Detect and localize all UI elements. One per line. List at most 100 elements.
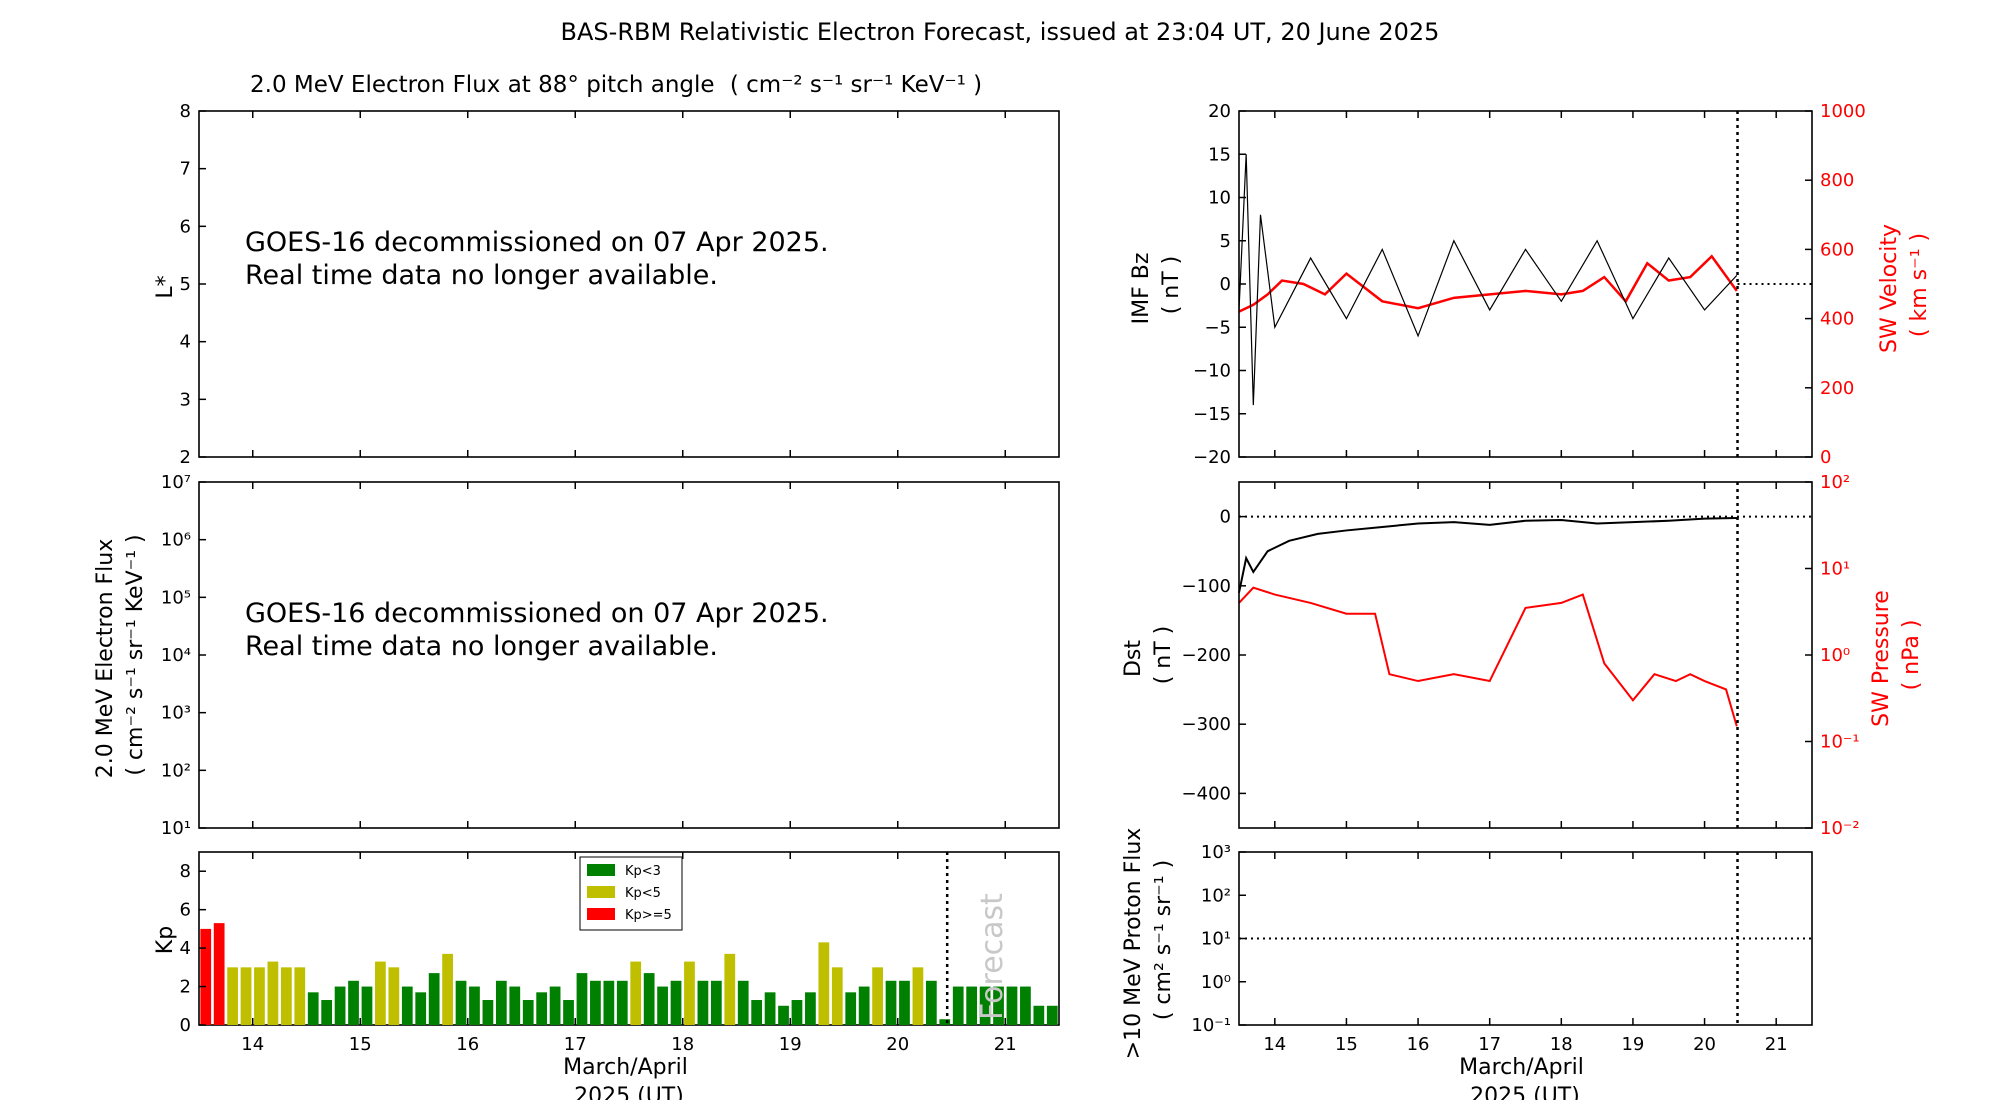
- kp-bar: [643, 973, 655, 1025]
- y-tick-label: −15: [1193, 404, 1231, 425]
- y-tick-label: 4: [180, 332, 191, 353]
- dst-ylabel2-line2: ( nPa ): [1899, 620, 1924, 691]
- figure-title: BAS-RBM Relativistic Electron Forecast, …: [561, 18, 1440, 46]
- flux-panel: 10¹ 10² 10³ 10⁴ 10⁵ 10⁶ 10⁷ 2.0 MeV Electron F…: [93, 472, 1060, 839]
- kp-bar: [764, 992, 776, 1025]
- kp-bar: [388, 967, 400, 1025]
- imf-ylabel-line2: ( nT ): [1159, 256, 1184, 315]
- kp-bar: [1020, 986, 1031, 1025]
- flux-ylabel-line2: ( cm⁻² s⁻¹ sr⁻¹ KeV⁻¹ ): [123, 534, 148, 775]
- kp-bar: [724, 953, 736, 1025]
- kp-bar: [993, 986, 1004, 1025]
- kp-bar: [1046, 1005, 1058, 1025]
- x-tick-label: 17: [564, 1034, 587, 1055]
- kp-bar: [939, 1019, 951, 1025]
- left-xlabel-line2: 2025 (UT): [574, 1084, 684, 1100]
- y-tick-label: 200: [1820, 378, 1854, 399]
- lstar-title-main: 2.0 MeV Electron Flux at 88° pitch angle: [250, 72, 715, 98]
- y-tick-label: −5: [1204, 317, 1231, 338]
- x-tick-label: 15: [1335, 1034, 1358, 1055]
- y-tick-label: 2: [180, 977, 191, 998]
- dst-ylabel2: SW Pressure ( nPa ): [1869, 583, 1924, 727]
- kp-bar: [334, 986, 346, 1025]
- proton-panel: 10⁻¹ 10⁰ 10¹ 10² 10³ 14 15 16 17 18 19 20 21 >10 Me…: [1121, 828, 1813, 1100]
- x-tick-label: 17: [1478, 1034, 1501, 1055]
- y-tick-label: 10¹: [1201, 929, 1231, 950]
- imf-ylabel2-line1: SW Velocity: [1877, 224, 1902, 353]
- kp-bar: [684, 961, 695, 1025]
- dst-ylabel2-line1: SW Pressure: [1869, 590, 1894, 727]
- y-tick-label: 3: [180, 389, 191, 410]
- flux-ylabel: 2.0 MeV Electron Flux ( cm⁻² s⁻¹ sr⁻¹ Ke…: [93, 532, 148, 779]
- lstar-panel: 2.0 MeV Electron Flux at 88° pitch angle…: [153, 72, 1060, 468]
- kp-bar: [630, 961, 642, 1025]
- y-tick-label: 10²: [1201, 885, 1231, 906]
- dst-ylabel-line1: Dst: [1121, 640, 1146, 677]
- kp-bar: [966, 986, 978, 1025]
- y-tick-label: 0: [180, 1015, 191, 1036]
- kp-bar: [240, 967, 252, 1025]
- y-tick-label: 4: [180, 938, 191, 959]
- right-xlabel-line2: 2025 (UT): [1470, 1084, 1580, 1100]
- flux-notice-line2: Real time data no longer available.: [245, 631, 718, 662]
- y-tick-label: 5: [1220, 231, 1231, 252]
- y-tick-label: 10²: [1820, 472, 1850, 493]
- imf-y-ticks: −20 −15 −10 −5 0 5 10 15 20: [1193, 101, 1246, 468]
- y-tick-label: 10: [1208, 188, 1231, 209]
- lstar-y-ticks: 2 3 4 5 6 7 8: [180, 101, 206, 468]
- y-tick-label: 0: [1220, 507, 1231, 528]
- y-tick-label: 10⁻¹: [1191, 1015, 1231, 1036]
- kp-bar: [952, 986, 964, 1025]
- y-tick-label: 6: [180, 900, 191, 921]
- x-tick-label: 16: [1407, 1034, 1430, 1055]
- kp-bar: [603, 980, 615, 1025]
- y-tick-label: 10³: [161, 703, 191, 724]
- kp-bar: [469, 986, 480, 1025]
- kp-legend-label-mid: Kp<5: [625, 886, 661, 901]
- y-tick-label: −400: [1182, 783, 1231, 804]
- dst-x-ticks: [1274, 482, 1777, 828]
- y-tick-label: 10⁶: [161, 530, 191, 551]
- proton-y-ticks: 10⁻¹ 10⁰ 10¹ 10² 10³: [1191, 842, 1246, 1036]
- imf-ylabel2: SW Velocity ( km s⁻¹ ): [1877, 217, 1932, 353]
- x-tick-label: 19: [779, 1034, 802, 1055]
- kp-bar: [536, 992, 548, 1025]
- kp-bar: [455, 980, 467, 1025]
- y-tick-label: 10⁻²: [1820, 818, 1860, 839]
- y-tick-label: 400: [1820, 309, 1854, 330]
- flux-y-ticks: 10¹ 10² 10³ 10⁴ 10⁵ 10⁶ 10⁷: [161, 472, 206, 839]
- kp-bar: [737, 980, 749, 1025]
- kp-bar: [1033, 1005, 1045, 1025]
- kp-bar: [805, 992, 816, 1025]
- kp-x-ticks: 14 15 16 17 18 19 20 21: [241, 852, 1017, 1055]
- kp-bar: [267, 961, 279, 1025]
- kp-bar: [858, 986, 870, 1025]
- kp-bar: [213, 923, 225, 1025]
- y-tick-label: 10¹: [1820, 559, 1850, 580]
- proton-x-ticks: 14 15 16 17 18 19 20 21: [1263, 852, 1788, 1055]
- kp-bar: [522, 1000, 534, 1025]
- y-tick-label: 1000: [1820, 101, 1866, 122]
- y-tick-label: 10¹: [161, 818, 191, 839]
- kp-legend-swatch-low: [587, 864, 615, 876]
- kp-bar: [885, 980, 897, 1025]
- x-tick-label: 16: [456, 1034, 479, 1055]
- kp-legend: Kp<3 Kp<5 Kp>=5: [579, 856, 683, 931]
- left-xlabel: March/April 2025 (UT): [563, 1055, 695, 1100]
- lstar-notice-line2: Real time data no longer available.: [245, 260, 718, 291]
- kp-bar: [778, 1005, 789, 1025]
- right-xlabel: March/April 2025 (UT): [1459, 1055, 1591, 1100]
- flux-x-ticks: [252, 482, 1006, 828]
- y-tick-label: 10⁻¹: [1820, 732, 1860, 753]
- x-tick-label: 19: [1621, 1034, 1644, 1055]
- y-tick-label: 0: [1220, 274, 1231, 295]
- kp-legend-swatch-high: [587, 908, 615, 920]
- y-tick-label: 20: [1208, 101, 1231, 122]
- kp-bar: [616, 980, 628, 1025]
- kp-legend-label-low: Kp<3: [625, 864, 661, 879]
- kp-bar: [307, 992, 319, 1025]
- x-tick-label: 21: [994, 1034, 1017, 1055]
- kp-legend-label-high: Kp>=5: [625, 908, 672, 923]
- right-xlabel-line1: March/April: [1459, 1055, 1584, 1080]
- y-tick-label: −300: [1182, 714, 1231, 735]
